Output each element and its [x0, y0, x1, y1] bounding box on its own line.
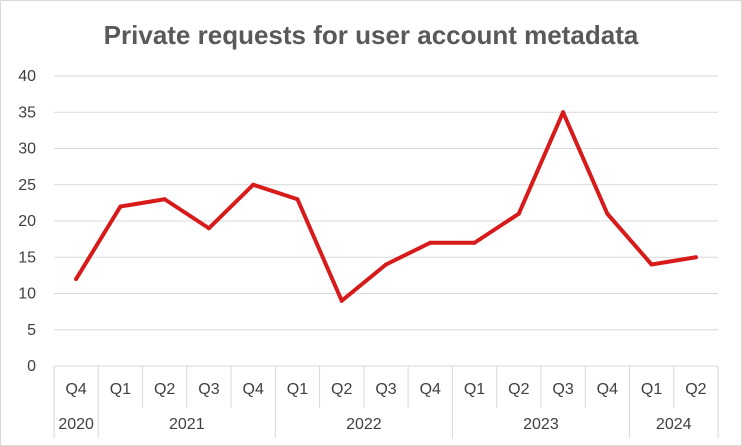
y-tick-label: 25	[18, 177, 36, 194]
x-tick-label: Q1	[641, 381, 662, 398]
data-point	[428, 240, 433, 245]
series-group	[74, 110, 698, 303]
y-tick-label: 40	[18, 68, 36, 85]
x-tick-label: Q1	[464, 381, 485, 398]
x-tick-label: Q4	[65, 381, 86, 398]
y-tick-label: 30	[18, 141, 36, 158]
year-group-label: 2020	[58, 416, 94, 433]
x-tick-label: Q1	[110, 381, 131, 398]
year-group-label: 2023	[523, 416, 559, 433]
data-point	[118, 204, 123, 209]
data-point	[339, 298, 344, 303]
data-point	[251, 182, 256, 187]
year-group-labels: 2020 2021 2022 2023 2024	[58, 416, 691, 433]
x-tick-label: Q2	[508, 381, 529, 398]
data-point	[649, 262, 654, 267]
y-axis-ticks: 0 5 10 15 20 25 30 35 40	[18, 68, 36, 375]
x-tick-label: Q1	[287, 381, 308, 398]
x-tick-label: Q4	[420, 381, 441, 398]
y-tick-label: 20	[18, 213, 36, 230]
x-tick-label: Q4	[243, 381, 264, 398]
series-line	[74, 110, 698, 303]
x-axis-ticks: Q4 Q1 Q2 Q3 Q4 Q1 Q2 Q3 Q4 Q1 Q2 Q3 Q4 Q1 Q2	[65, 381, 706, 398]
x-tick-label: Q3	[552, 381, 573, 398]
data-point	[472, 240, 477, 245]
x-axis	[53, 365, 719, 438]
x-tick-label: Q2	[154, 381, 175, 398]
y-tick-label: 15	[18, 249, 36, 266]
data-point	[605, 211, 610, 216]
chart-title: Private requests for user account metada…	[104, 20, 639, 50]
year-group-label: 2021	[169, 416, 205, 433]
year-group-label: 2022	[346, 416, 382, 433]
data-point	[295, 197, 300, 202]
y-tick-label: 35	[18, 104, 36, 121]
data-point	[74, 277, 79, 281]
y-tick-label: 5	[27, 322, 36, 339]
x-tick-label: Q2	[685, 381, 706, 398]
data-point	[561, 110, 566, 115]
x-tick-label: Q3	[375, 381, 396, 398]
y-tick-label: 0	[27, 358, 36, 375]
x-tick-label: Q3	[198, 381, 219, 398]
x-tick-label: Q4	[597, 381, 618, 398]
data-point	[206, 226, 211, 231]
data-point	[162, 197, 167, 202]
x-tick-label: Q2	[331, 381, 352, 398]
data-point	[516, 211, 521, 216]
year-group-label: 2024	[656, 416, 692, 433]
gridlines	[54, 75, 718, 331]
data-point	[693, 255, 698, 260]
data-point	[384, 262, 388, 267]
y-tick-label: 10	[18, 286, 36, 303]
